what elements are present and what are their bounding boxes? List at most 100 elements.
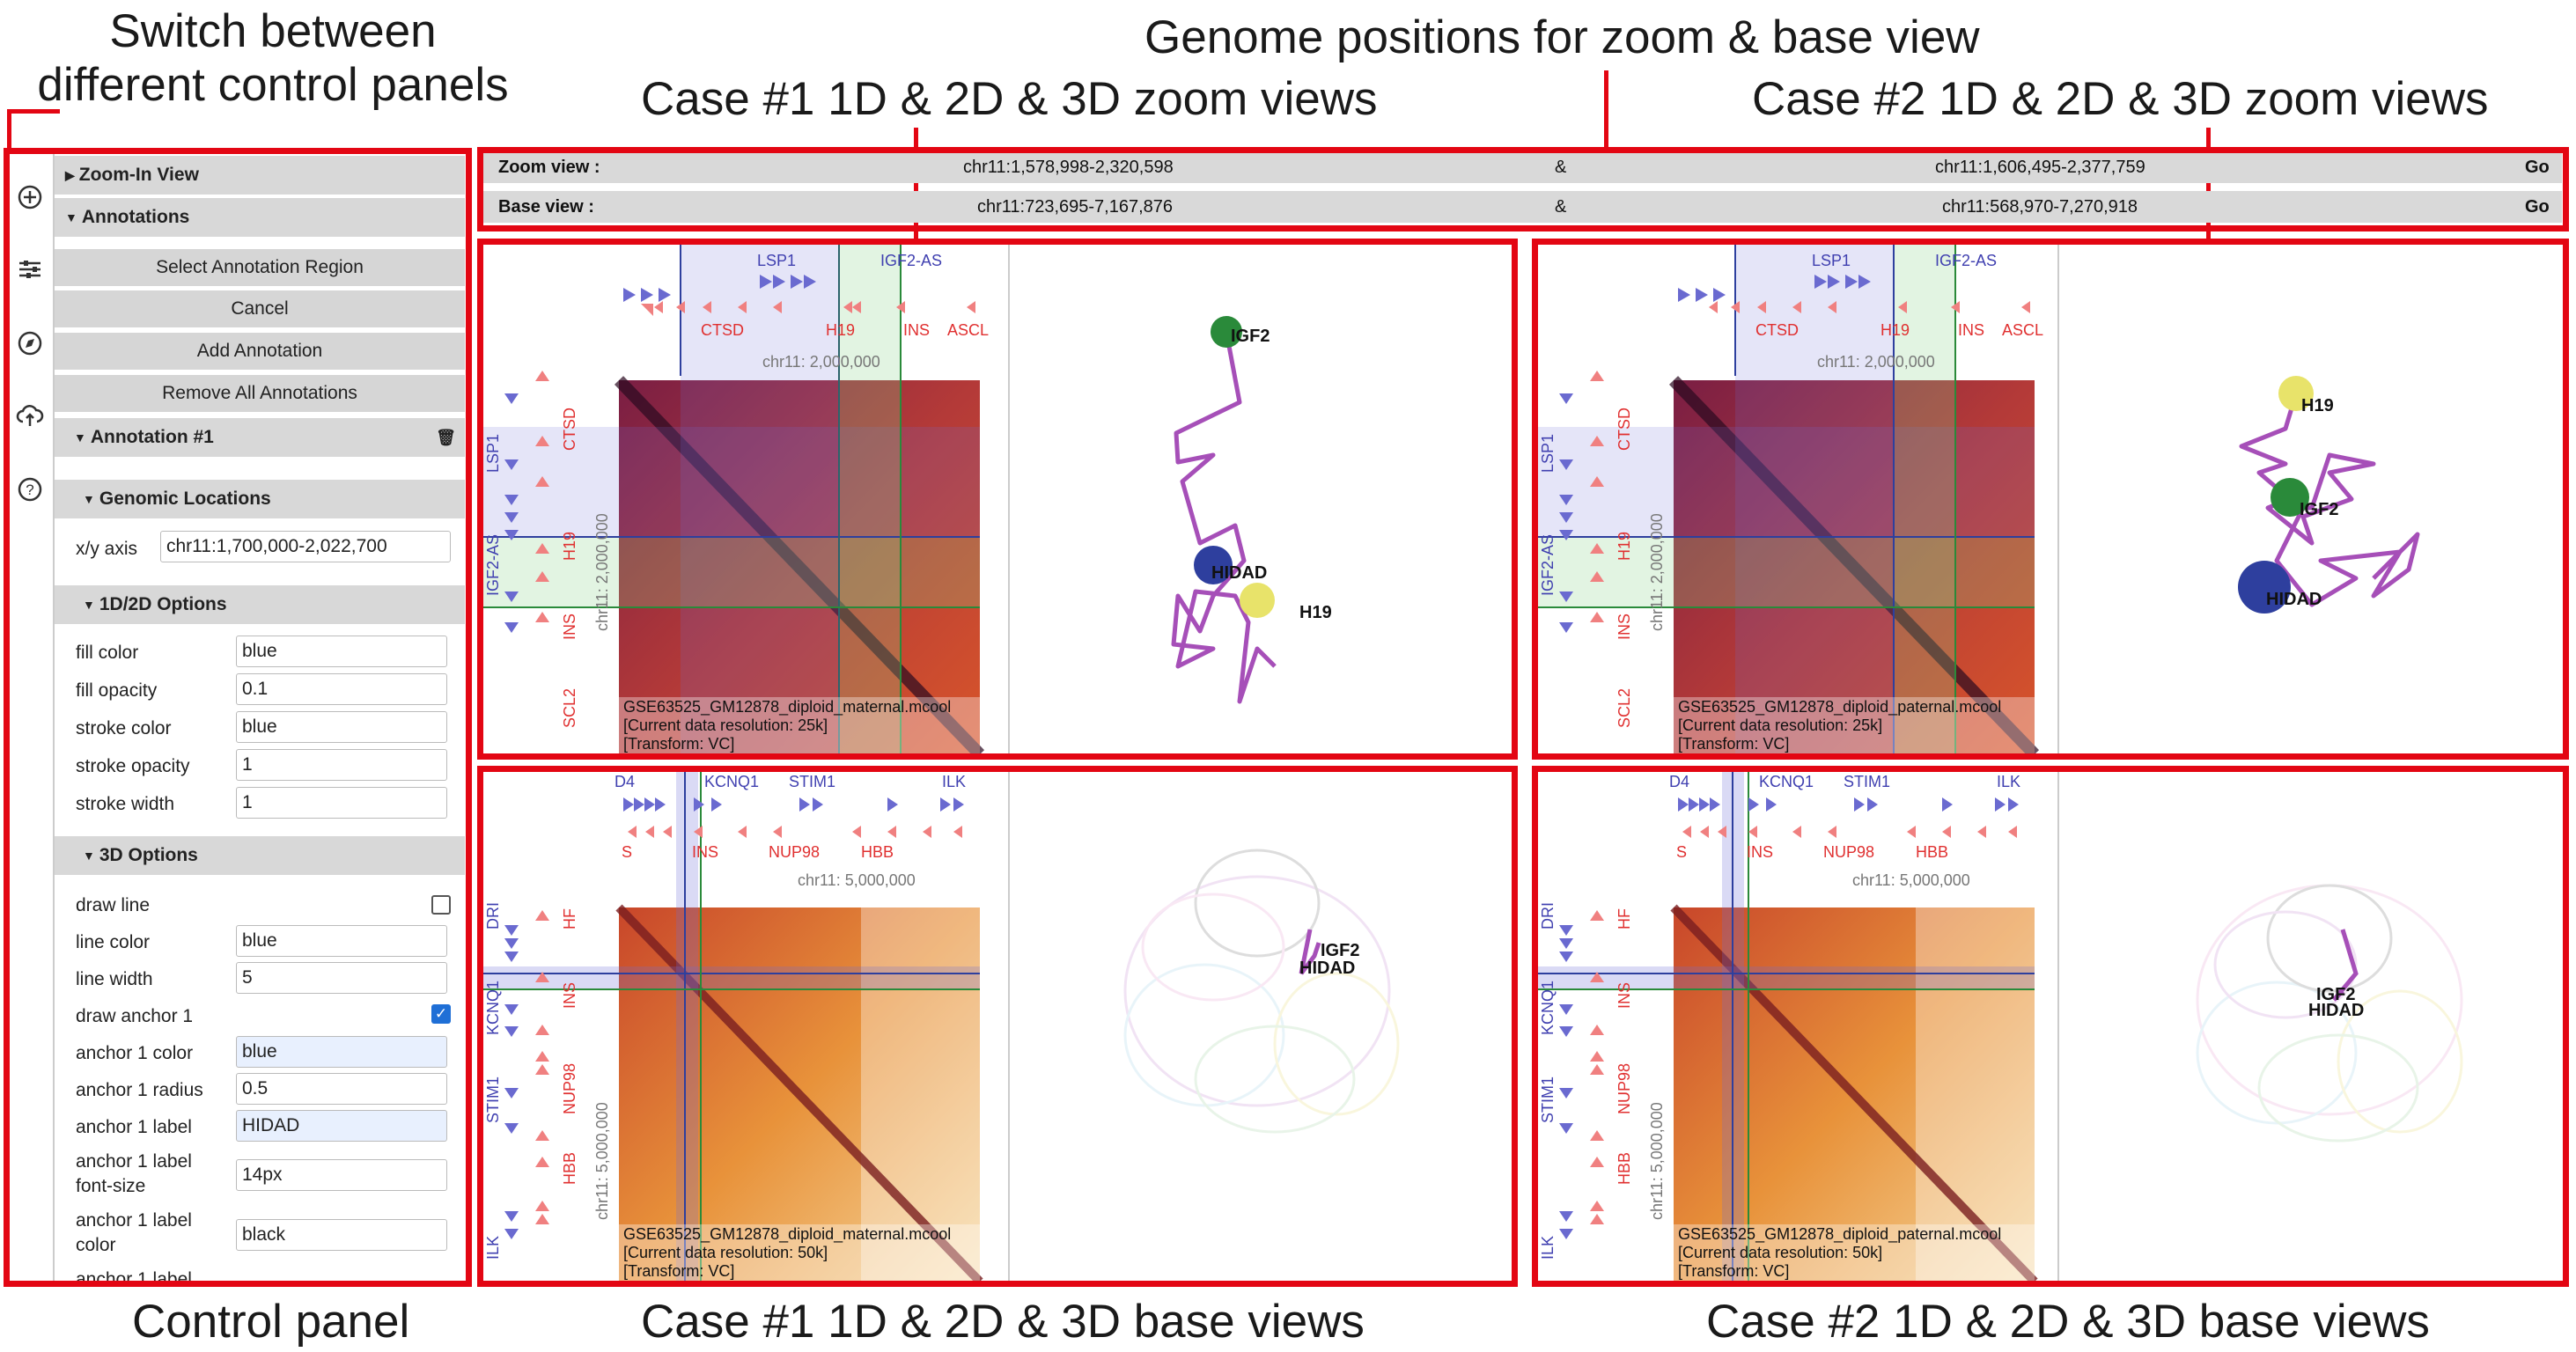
case2-zoom-canvas[interactable]: LSP1 IGF2-AS CTSD H19 INS ASCL chr11: 2,… [1537, 244, 2562, 754]
base-anchor-overlap-label: IGF2 [2316, 985, 2355, 1004]
anchor-labelcolor-input[interactable]: black [236, 1219, 447, 1251]
pointer-line [1604, 70, 1608, 150]
base-anchor-overlap-label: IGF2 [1321, 941, 1359, 960]
caret-right-icon: ▶ [65, 167, 75, 182]
gene-left-ins: INS [561, 982, 578, 1009]
gene-ctsd: CTSD [701, 321, 744, 339]
anchor-label-input[interactable]: HIDAD [236, 1110, 447, 1142]
base-view-right-input[interactable]: chr11:568,970-7,270,918 [1942, 197, 2138, 217]
anchor-fontsize-input[interactable]: 14px [236, 1159, 447, 1191]
zoom-view-left-input[interactable]: chr11:1,578,998-2,320,598 [963, 158, 1174, 177]
gene-hbb: HBB [1916, 843, 1948, 861]
base-view-left-input[interactable]: chr11:723,695-7,167,876 [977, 197, 1174, 217]
select-annotation-region-button[interactable]: Select Annotation Region [55, 249, 465, 286]
trash-icon[interactable]: 🗑 [436, 428, 456, 446]
anchor-hidad [2238, 561, 2291, 614]
gene-left-dri: DRI [1539, 902, 1557, 930]
gene-h19: H19 [826, 321, 855, 339]
case2-base-overlay-2: [Current data resolution: 50k] [1678, 1244, 1882, 1261]
base-coord-label: chr11: 5,000,000 [798, 871, 916, 889]
genomic-locations-header[interactable]: ▼ Genomic Locations [55, 480, 465, 518]
gene-left-h19: H19 [1616, 532, 1633, 561]
options-3d-header[interactable]: ▼ 3D Options [55, 836, 465, 875]
cancel-button[interactable]: Cancel [55, 290, 465, 327]
xy-axis-input[interactable]: chr11:1,700,000-2,022,700 [160, 531, 451, 562]
add-icon[interactable] [12, 180, 48, 215]
zoom-coord-vertical: chr11: 2,000,000 [1648, 513, 1666, 631]
pointer-line [7, 109, 60, 114]
cloud-upload-icon[interactable] [12, 398, 48, 433]
gene-s: S [622, 843, 632, 861]
case1-base-overlay-2: [Current data resolution: 50k] [623, 1244, 828, 1261]
gene-left-ctsd: CTSD [561, 408, 578, 451]
annotation-highlight [482, 537, 980, 607]
add-annotation-button[interactable]: Add Annotation [55, 333, 465, 370]
gene-left-hbb: HBB [1616, 1152, 1633, 1185]
draw-line-checkbox[interactable] [431, 895, 451, 915]
pointer-line [914, 128, 918, 242]
case1-base-canvas[interactable]: D4 KCNQ1 STIM1 ILK S INS NUP98 HBB chr11… [482, 771, 1512, 1282]
zoom-view-right-input[interactable]: chr11:1,606,495-2,377,759 [1935, 158, 2145, 177]
base-coord-vertical: chr11: 5,000,000 [1648, 1102, 1666, 1220]
gene-d4: D4 [615, 773, 635, 790]
zoom-coord-label: chr11: 2,000,000 [762, 353, 880, 371]
anchor-label-label: anchor 1 label [76, 1117, 192, 1137]
case2-base-highlight [1532, 766, 2569, 1287]
case2-base-annotation: Case #2 1D & 2D & 3D base views [1706, 1296, 2430, 1348]
zoom-in-view-header[interactable]: ▶ Zoom-In View [55, 156, 465, 195]
case2-base-canvas[interactable]: D4 KCNQ1 STIM1 ILK S INS NUP98 HBB chr11… [1537, 771, 2562, 1282]
gene-left-igf2as: IGF2-AS [1539, 534, 1557, 596]
line-color-input[interactable]: blue [236, 925, 447, 957]
anchor-color-input[interactable]: blue [236, 1036, 447, 1068]
case2-zoom-overlay-2: [Current data resolution: 25k] [1678, 716, 1882, 734]
stroke-opacity-input[interactable]: 1 [236, 749, 447, 781]
gene-stim1: STIM1 [1844, 773, 1890, 790]
annotation-1-header[interactable]: ▼ Annotation #1 🗑 [55, 418, 465, 457]
base-view-go-button[interactable]: Go [2525, 197, 2550, 217]
fill-opacity-label: fill opacity [76, 680, 158, 701]
fill-color-input[interactable]: blue [236, 636, 447, 667]
control-panel: ▶ Zoom-In View ▼ Annotations Select Annota… [55, 154, 465, 1283]
anchor-radius-input[interactable]: 0.5 [236, 1073, 447, 1105]
case2-base-overlay-3: [Transform: VC] [1678, 1262, 1789, 1280]
compass-icon[interactable] [12, 326, 48, 361]
case1-zoom-canvas[interactable]: LSP1 IGF2-AS CTSD H19 INS ASCL chr11: 2,… [482, 244, 1512, 754]
gene-d4: D4 [1669, 773, 1689, 790]
base-view-bar: Base view : chr11:723,695-7,167,876 & ch… [482, 191, 2562, 223]
case1-zoom-highlight [477, 239, 1518, 760]
anchor-labelcolor-label: anchor 1 label color [76, 1210, 192, 1255]
fill-opacity-input[interactable]: 0.1 [236, 673, 447, 705]
annotations-header[interactable]: ▼ Annotations [55, 198, 465, 237]
chromatin-path [1299, 929, 1321, 975]
gene-left-hf: HF [1616, 908, 1633, 930]
gene-ins: INS [692, 843, 718, 861]
stroke-width-label: stroke width [76, 794, 175, 814]
case2-base-view: D4 KCNQ1 STIM1 ILK S INS NUP98 HBB chr11… [1537, 771, 2562, 1282]
line-width-input[interactable]: 5 [236, 962, 447, 994]
zoom-view-label: Zoom view : [498, 158, 600, 177]
gene-left-kcnq1: KCNQ1 [484, 981, 502, 1035]
chromatin-path [2332, 929, 2359, 1002]
base-anchor-label: HIDAD [1299, 959, 1355, 978]
annotation-highlight [482, 427, 980, 537]
zoom-view-go-button[interactable]: Go [2525, 158, 2550, 177]
help-icon[interactable]: ? [12, 472, 48, 507]
case1-zoom-overlay-2: [Current data resolution: 25k] [623, 716, 828, 734]
gene-left-ins: INS [1616, 614, 1633, 640]
draw-anchor-checkbox[interactable]: ✓ [431, 1004, 451, 1024]
stroke-width-input[interactable]: 1 [236, 787, 447, 819]
caret-down-icon: ▼ [83, 492, 95, 506]
stroke-color-input[interactable]: blue [236, 711, 447, 743]
draw-anchor-label: draw anchor 1 [76, 1006, 194, 1026]
anchor-h19-label: H19 [2301, 396, 2334, 415]
gene-left-stim1: STIM1 [484, 1076, 502, 1123]
sliders-icon[interactable] [12, 252, 48, 287]
gene-left-ilk: ILK [484, 1236, 502, 1260]
anchor-color-label: anchor 1 color [76, 1043, 194, 1063]
case1-zoom-annotation: Case #1 1D & 2D & 3D zoom views [641, 73, 1378, 125]
base-view-label: Base view : [498, 197, 594, 217]
anchor-radius-label: anchor 1 radius [76, 1080, 203, 1100]
control-panel-highlight [4, 148, 472, 1287]
options-1d2d-header[interactable]: ▼ 1D/2D Options [55, 585, 465, 624]
remove-all-annotations-button[interactable]: Remove All Annotations [55, 375, 465, 412]
